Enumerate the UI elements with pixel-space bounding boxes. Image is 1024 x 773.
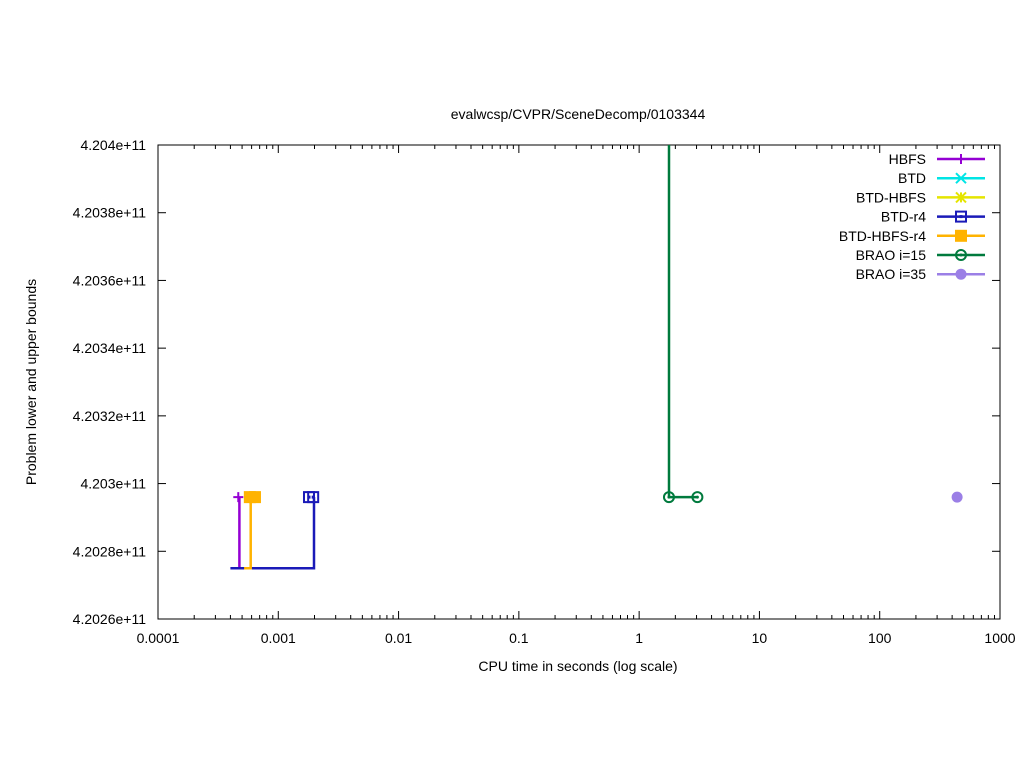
legend-marker [955,268,967,280]
legend: HBFS BTD BTD-HBFS BTD-r4 BTD-HBFS-r4 BRAO i=1… [839,151,985,282]
y-tick-label: 4.2034e+11 [73,340,147,356]
legend-label: BRAO i=35 [856,266,927,282]
legend-label: BRAO i=15 [856,247,927,263]
y-axis: 4.2026e+11 4.2028e+11 4.203e+11 4.2032e+11 4… [73,137,1000,627]
y-tick-label: 4.2026e+11 [73,611,147,627]
y-tick-label: 4.2028e+11 [73,543,147,559]
legend-item: BTD-HBFS-r4 [839,228,985,244]
x-axis: 0.0001 0.001 0.01 0.1 1 10 100 1000 [137,145,1016,646]
chart-title: evalwcsp/CVPR/SceneDecomp/0103344 [451,106,706,122]
series-line [667,145,698,499]
legend-item: BRAO i=35 [856,266,985,282]
legend-label: BTD-HBFS [856,189,926,205]
legend-marker [956,154,966,164]
y-tick-label: 4.2036e+11 [73,272,147,288]
series-brao-i-15 [662,145,704,504]
legend-item: BTD-r4 [881,209,985,225]
x-tick-label: 0.001 [261,630,296,646]
legend-marker-dot [959,215,963,219]
x-tick-label: 1000 [984,630,1015,646]
data-point-dot [311,495,315,499]
data-point-dot [695,495,699,499]
series-btd-hbfs-r4 [243,491,261,570]
y-tick-label: 4.2038e+11 [73,205,147,221]
series-line [244,497,252,570]
legend-marker-dot [959,253,963,257]
data-point [662,491,675,504]
x-tick-label: 0.1 [509,630,529,646]
legend-marker [955,229,967,242]
legend-label: BTD [898,170,926,186]
legend-item: BTD [898,170,985,186]
legend-marker [955,210,967,223]
legend-item: BTD-HBFS [856,189,985,205]
legend-label: BTD-r4 [881,209,926,225]
series-hbfs [233,492,244,569]
series-line [230,497,316,570]
data-point [691,491,704,504]
legend-marker [955,172,967,184]
data-point [307,491,320,504]
data-point-dot [667,495,671,499]
legend-item: BRAO i=15 [856,247,985,263]
y-axis-label: Problem lower and upper bounds [23,279,39,485]
data-point [248,491,261,504]
x-tick-label: 0.0001 [137,630,180,646]
y-tick-label: 4.203e+11 [80,476,146,492]
legend-item: HBFS [889,151,985,167]
series-btd-r4 [230,491,320,570]
legend-label: HBFS [889,151,926,167]
x-tick-label: 100 [868,630,892,646]
x-tick-label: 1 [635,630,643,646]
legend-label: BTD-HBFS-r4 [839,228,926,244]
data-point [233,492,244,503]
y-tick-label: 4.2032e+11 [73,408,147,424]
legend-marker [955,249,967,261]
x-tick-label: 0.01 [385,630,412,646]
data-point [951,491,963,503]
series-brao-i-35 [951,491,963,503]
series-layer [230,145,963,570]
y-tick-label: 4.204e+11 [80,137,146,153]
x-tick-label: 10 [752,630,768,646]
plot-frame [157,144,1001,620]
x-axis-label: CPU time in seconds (log scale) [478,658,677,674]
legend-marker [955,191,967,204]
